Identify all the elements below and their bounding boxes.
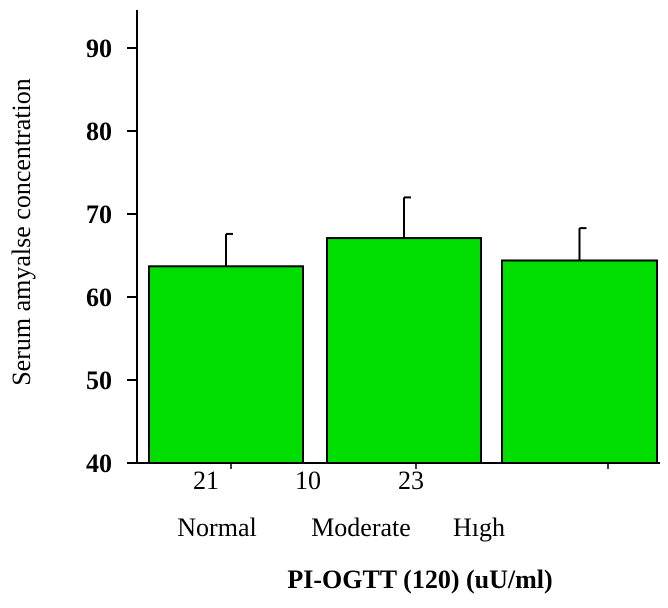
y-tick-label: 90 [86,34,112,63]
x-axis: 21 10 23 Normal Moderate Hıgh [137,462,660,542]
category-label: Hıgh [453,513,505,542]
bars [148,196,658,465]
y-tick-label: 50 [86,366,112,395]
y-tick-label: 70 [86,200,112,229]
bar [501,259,658,465]
y-tick-label: 80 [86,117,112,146]
x-axis-label: PI-OGTT (120) (uU/ml) [287,565,552,594]
y-tick-label: 40 [86,449,112,478]
sample-count-label: 21 [193,466,219,495]
sample-count-label: 23 [398,466,424,495]
sample-count-label: 10 [295,466,321,495]
bar [326,237,482,464]
bar [148,265,304,465]
category-label: Moderate [311,513,411,542]
y-axis-label: Serum amyalse concentration [7,78,36,386]
y-axis: 40 50 60 70 80 90 [86,10,138,478]
y-tick-label: 60 [86,283,112,312]
category-label: Normal [177,513,256,542]
